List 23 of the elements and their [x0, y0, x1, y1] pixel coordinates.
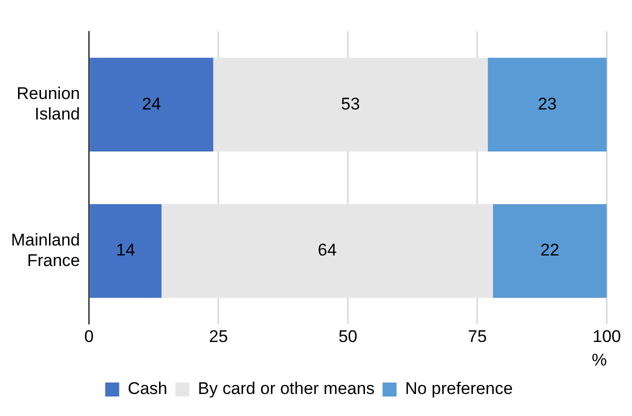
x-tick-label: 50: [338, 327, 358, 346]
x-tick-label: 25: [208, 327, 228, 346]
data-label: 14: [116, 240, 136, 260]
data-label: 22: [540, 240, 560, 260]
bar: [492, 204, 607, 298]
data-label: 24: [142, 94, 161, 114]
bar: [213, 58, 488, 152]
legend-label: No preference: [405, 379, 513, 398]
bar: [161, 204, 493, 298]
bar: [488, 58, 607, 152]
y-tick-label: Mainland France: [10, 230, 80, 270]
x-axis-title: %: [592, 350, 607, 370]
bar: [90, 204, 162, 298]
data-label: 64: [318, 240, 337, 260]
bar: [90, 58, 214, 152]
x-tick-label: 75: [468, 327, 487, 346]
x-tick-label: 100: [592, 327, 622, 346]
y-tick-label: Reunion Island: [16, 84, 80, 124]
data-label: 53: [341, 94, 360, 114]
data-label: 23: [538, 94, 557, 114]
legend-label: Cash: [128, 379, 168, 398]
x-tick-label: 0: [84, 327, 94, 346]
legend-label: By card or other means: [198, 379, 375, 398]
